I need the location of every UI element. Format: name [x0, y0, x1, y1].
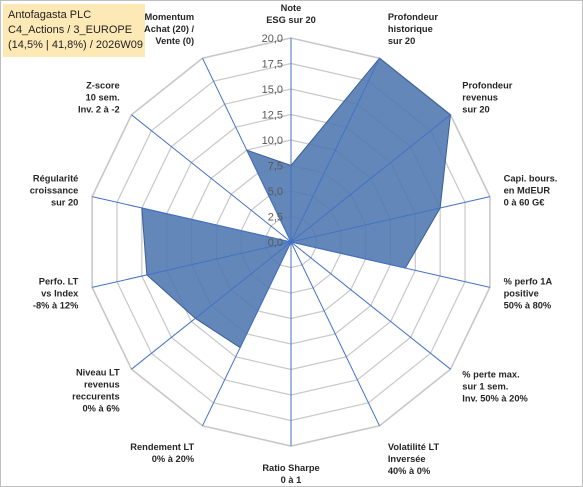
- axis-label: Volatilité LT Inversée 40% à 0%: [388, 442, 440, 476]
- tick-label: 5,0: [268, 186, 283, 198]
- axis-label: Perfo. LT vs Index -8% à 12%: [33, 277, 79, 311]
- axis-spoke: [92, 196, 292, 243]
- title-line-1: Antofagasta PLC: [8, 9, 92, 21]
- axis-spoke: [131, 114, 292, 243]
- axis-label-line: reccurents: [72, 391, 120, 401]
- axis-label-line: Volatilité LT: [388, 442, 440, 452]
- axis-spoke: [290, 57, 380, 243]
- axis-label-line: % perte max.: [462, 370, 519, 380]
- axis-label: % perte max. sur 1 sem. Inv. 50% à 20%: [462, 370, 528, 404]
- axis-label-line: 10 sem.: [86, 92, 120, 102]
- tick-label: 10,0: [262, 135, 283, 147]
- axis-label-line: Profondeur: [462, 80, 512, 90]
- axis-label-line: 0% à 6%: [82, 403, 120, 413]
- axis-label: Profondeur historique sur 20: [388, 12, 438, 46]
- axis-spoke: [202, 241, 292, 427]
- axis-label: Régularité croissance sur 20: [30, 173, 79, 207]
- axis-label-line: revenus: [84, 379, 120, 389]
- tick-label: 20,0: [262, 33, 283, 45]
- axis-label-line: croissance: [30, 185, 79, 195]
- axis-label-line: sur 20: [51, 197, 78, 207]
- title-line-2: C4_Actions / 3_EUROPE: [8, 24, 133, 36]
- axis-label: Ratio Sharpe 0 à 1: [262, 463, 319, 485]
- axis-label-line: Capi. bours.: [504, 173, 558, 183]
- tick-label: 17,5: [262, 59, 283, 71]
- axis-label-line: Profondeur: [388, 12, 438, 22]
- axis-label-line: 0 à 1: [281, 475, 302, 485]
- tick-label: 7,5: [268, 161, 283, 173]
- tick-label: 12,5: [262, 110, 283, 122]
- axis-spoke: [290, 241, 451, 370]
- tick-label: 15,0: [262, 84, 283, 96]
- axis-label-line: Perfo. LT: [39, 277, 79, 287]
- axis-spoke: [290, 241, 490, 288]
- axis-label-line: sur 1 sem.: [462, 382, 508, 392]
- axis-label-line: Inv. 2 à -2: [78, 104, 120, 114]
- tick-label: 2,5: [268, 212, 283, 224]
- axis-label-line: 40% à 0%: [388, 466, 431, 476]
- axis-label-line: Rendement LT: [130, 442, 194, 452]
- axis-spoke: [290, 196, 490, 243]
- axis-label: Z-score 10 sem. Inv. 2 à -2: [78, 80, 120, 114]
- axis-label-line: Inv. 50% à 20%: [462, 394, 528, 404]
- axis-label-line: -8% à 12%: [33, 301, 79, 311]
- axis-label-line: Achat (20) /: [144, 24, 195, 34]
- axis-label-line: % perfo 1A: [504, 277, 553, 287]
- axis-label: Capi. bours. en MdEUR 0 à 60 G€: [504, 173, 558, 207]
- axis-label: Niveau LT revenus reccurents 0% à 6%: [72, 367, 120, 413]
- axis-label-line: Vente (0): [155, 36, 194, 46]
- axis-label: Note ESG sur 20: [266, 3, 316, 25]
- axis-label-line: en MdEUR: [504, 185, 551, 195]
- axis-label-line: historique: [388, 24, 433, 34]
- axis-label-line: Inversée: [388, 454, 426, 464]
- axis-label-line: ESG sur 20: [266, 15, 316, 25]
- axis-label-line: Ratio Sharpe: [262, 463, 319, 473]
- axis-spoke: [131, 241, 292, 370]
- axis-label-line: Note: [281, 3, 302, 13]
- title-line-3: (14,5% | 41,8%) / 2026W09: [8, 39, 143, 51]
- axis-label-line: positive: [504, 289, 539, 299]
- axis-spoke: [290, 114, 451, 243]
- axis-label-line: revenus: [462, 92, 498, 102]
- axis-label-line: Régularité: [33, 173, 78, 183]
- axis-label: Profondeur revenus sur 20: [462, 80, 512, 114]
- title-box: Antofagasta PLC C4_Actions / 3_EUROPE (1…: [3, 4, 145, 57]
- axis-label: Momentum Achat (20) / Vente (0): [144, 12, 195, 46]
- axis-label: % perfo 1A positive 50% à 80%: [504, 277, 553, 311]
- axis-label-line: Momentum: [145, 12, 195, 22]
- axis-label-line: sur 20: [388, 36, 415, 46]
- axis-label-line: Niveau LT: [76, 367, 120, 377]
- axis-spoke: [202, 57, 292, 243]
- axis-label-line: vs Index: [41, 289, 79, 299]
- axis-label-line: 0% à 20%: [152, 454, 195, 464]
- axis-label-line: 0 à 60 G€: [504, 197, 545, 207]
- axis-label-line: Z-score: [86, 80, 120, 90]
- axis-label: Rendement LT 0% à 20%: [130, 442, 195, 464]
- tick-label: 0,0: [268, 237, 283, 249]
- axis-label-line: 50% à 80%: [504, 301, 552, 311]
- axis-spoke: [290, 241, 380, 427]
- axis-spoke: [92, 241, 292, 288]
- axis-label-line: sur 20: [462, 104, 489, 114]
